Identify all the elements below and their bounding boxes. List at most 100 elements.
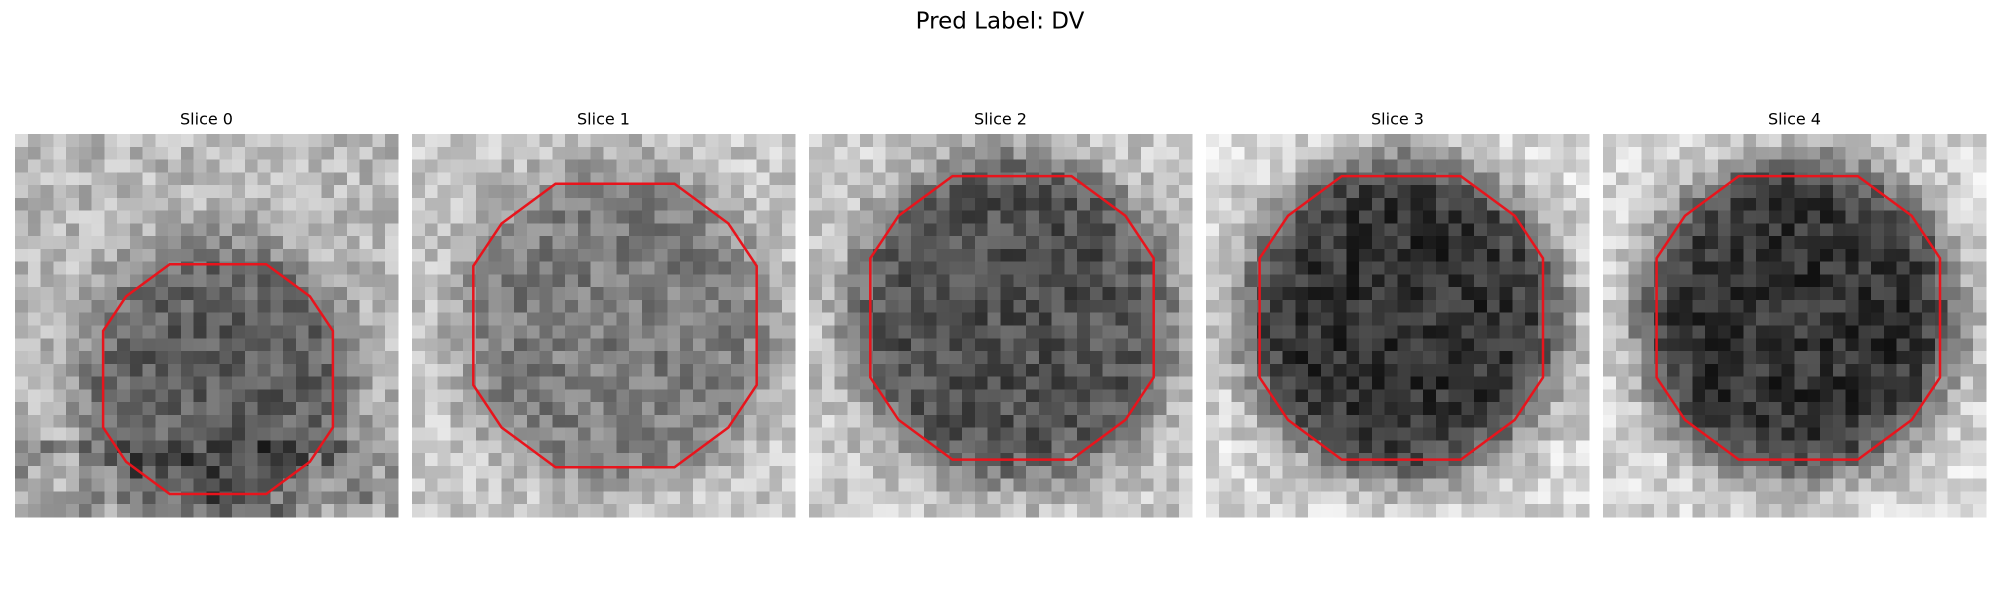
pixel <box>359 491 374 505</box>
pixel <box>78 223 93 237</box>
pixel <box>731 491 745 505</box>
pixel <box>923 197 938 212</box>
pixel <box>244 325 259 339</box>
pixel <box>987 363 1002 378</box>
pixel <box>1717 159 1732 173</box>
pixel <box>193 453 208 467</box>
pixel <box>692 478 707 493</box>
pixel <box>718 223 732 237</box>
pixel <box>1371 363 1386 378</box>
pixel <box>1257 210 1271 224</box>
pixel <box>1435 261 1450 276</box>
pixel <box>1960 197 1974 212</box>
pixel <box>1000 248 1014 263</box>
pixel <box>1654 185 1668 199</box>
pixel <box>219 414 233 429</box>
pixel <box>743 376 758 390</box>
pixel <box>1794 440 1808 454</box>
pixel <box>1179 453 1193 467</box>
pixel <box>1628 236 1642 250</box>
pixel <box>1550 440 1565 454</box>
pixel <box>1000 402 1014 416</box>
pixel <box>743 236 758 250</box>
pixel <box>680 389 694 403</box>
pixel <box>129 210 144 224</box>
pixel <box>911 223 925 237</box>
pixel <box>142 504 157 518</box>
pixel <box>1603 453 1617 467</box>
pixel <box>424 134 439 148</box>
pixel <box>475 453 490 467</box>
pixel <box>66 376 80 390</box>
pixel <box>1947 338 1962 352</box>
pixel <box>1410 325 1424 339</box>
pixel <box>1781 210 1796 224</box>
pixel <box>1269 402 1284 416</box>
pixel <box>1576 325 1590 339</box>
pixel <box>1077 389 1091 403</box>
pixel <box>1423 210 1437 224</box>
pixel <box>923 172 938 186</box>
pixel <box>565 236 579 250</box>
pixel <box>565 261 579 276</box>
pixel <box>936 299 951 314</box>
pixel <box>1140 363 1155 378</box>
pixel <box>1435 491 1450 505</box>
pixel <box>142 159 157 173</box>
pixel <box>1563 338 1577 352</box>
pixel <box>1244 261 1258 276</box>
pixel <box>1820 146 1834 161</box>
pixel <box>1973 248 1987 263</box>
pixel <box>1576 402 1590 416</box>
pixel <box>782 453 796 467</box>
pixel <box>552 338 566 352</box>
pixel <box>475 478 490 493</box>
pixel <box>450 402 464 416</box>
pixel <box>27 363 42 378</box>
pixel <box>40 414 54 429</box>
pixel <box>1883 402 1898 416</box>
pixel <box>1153 478 1168 493</box>
pixel <box>1269 299 1284 314</box>
pixel <box>1077 236 1091 250</box>
pixel <box>180 402 195 416</box>
pixel <box>1038 376 1053 390</box>
pixel <box>155 287 169 301</box>
pixel <box>346 223 361 237</box>
pixel <box>321 351 335 365</box>
pixel <box>782 159 796 173</box>
pixel <box>911 134 925 148</box>
pixel <box>1206 210 1220 224</box>
pixel <box>1026 210 1040 224</box>
pixel <box>1410 312 1424 327</box>
pixel <box>590 504 605 518</box>
pixel <box>270 274 284 288</box>
pixel <box>1371 274 1386 288</box>
pixel <box>1499 172 1513 186</box>
pixel <box>1448 402 1462 416</box>
pixel <box>257 312 271 327</box>
pixel <box>1576 351 1590 365</box>
pixel <box>78 134 93 148</box>
pixel <box>1705 478 1719 493</box>
pixel <box>1013 236 1027 250</box>
pixel <box>565 223 579 237</box>
pixel <box>78 172 93 186</box>
pixel <box>552 236 566 250</box>
pixel <box>1474 210 1488 224</box>
pixel <box>257 402 271 416</box>
pixel <box>1179 440 1193 454</box>
pixel <box>1206 363 1220 378</box>
pixel <box>769 491 783 505</box>
pixel <box>1525 223 1539 237</box>
pixel <box>155 504 169 518</box>
pixel <box>104 363 118 378</box>
pixel <box>1512 338 1526 352</box>
pixel <box>244 504 259 518</box>
pixel <box>1845 389 1859 403</box>
pixel <box>334 427 348 441</box>
pixel <box>437 351 451 365</box>
pixel <box>731 325 745 339</box>
pixel <box>1743 465 1757 480</box>
pixel <box>1973 414 1987 429</box>
